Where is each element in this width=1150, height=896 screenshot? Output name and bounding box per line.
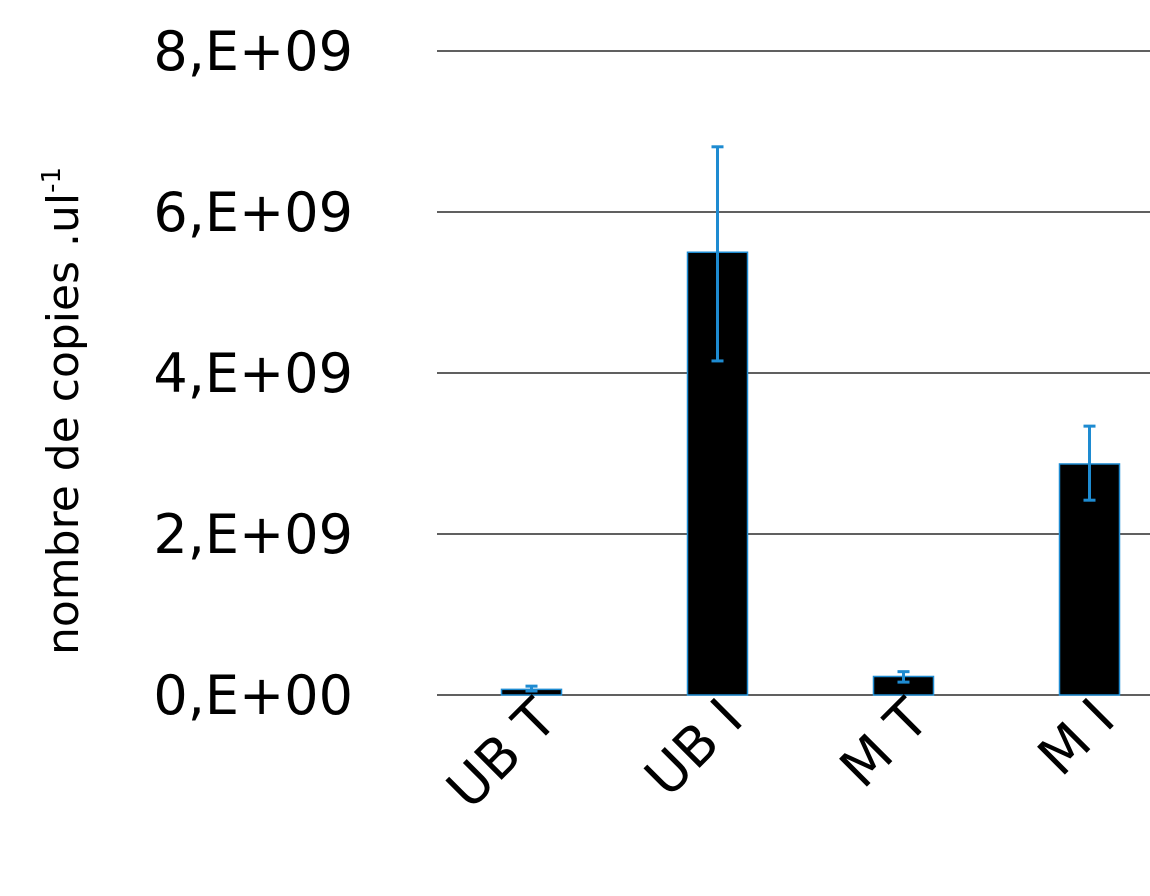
bar xyxy=(1058,463,1121,696)
x-category-label: M T xyxy=(828,686,942,800)
error-bars xyxy=(525,145,1096,693)
error-bar xyxy=(525,684,538,693)
y-tick-label: 2,E+09 xyxy=(153,503,353,566)
y-axis-tick-labels: 0,E+00 2,E+09 4,E+09 6,E+09 8,E+09 xyxy=(153,20,353,727)
error-bar xyxy=(897,670,910,684)
x-category-label: UB T xyxy=(435,686,570,821)
y-tick-label: 8,E+09 xyxy=(153,20,353,83)
y-tick-label: 0,E+00 xyxy=(153,664,353,727)
x-axis-category-labels: UB T UB I M T M I xyxy=(435,686,1127,821)
bars xyxy=(500,251,1121,696)
y-axis-label-superscript: -1 xyxy=(37,167,67,193)
error-bar xyxy=(1083,424,1096,502)
x-category-label: UB I xyxy=(633,687,755,809)
y-axis-label: nombre de copies .ul-1 xyxy=(37,167,89,655)
y-tick-label: 4,E+09 xyxy=(153,342,353,405)
y-axis-label-text: nombre de copies .ul xyxy=(38,193,89,655)
error-bar xyxy=(711,145,724,363)
x-category-label: M I xyxy=(1026,687,1127,788)
y-tick-label: 6,E+09 xyxy=(153,181,353,244)
gridlines xyxy=(437,50,1150,696)
